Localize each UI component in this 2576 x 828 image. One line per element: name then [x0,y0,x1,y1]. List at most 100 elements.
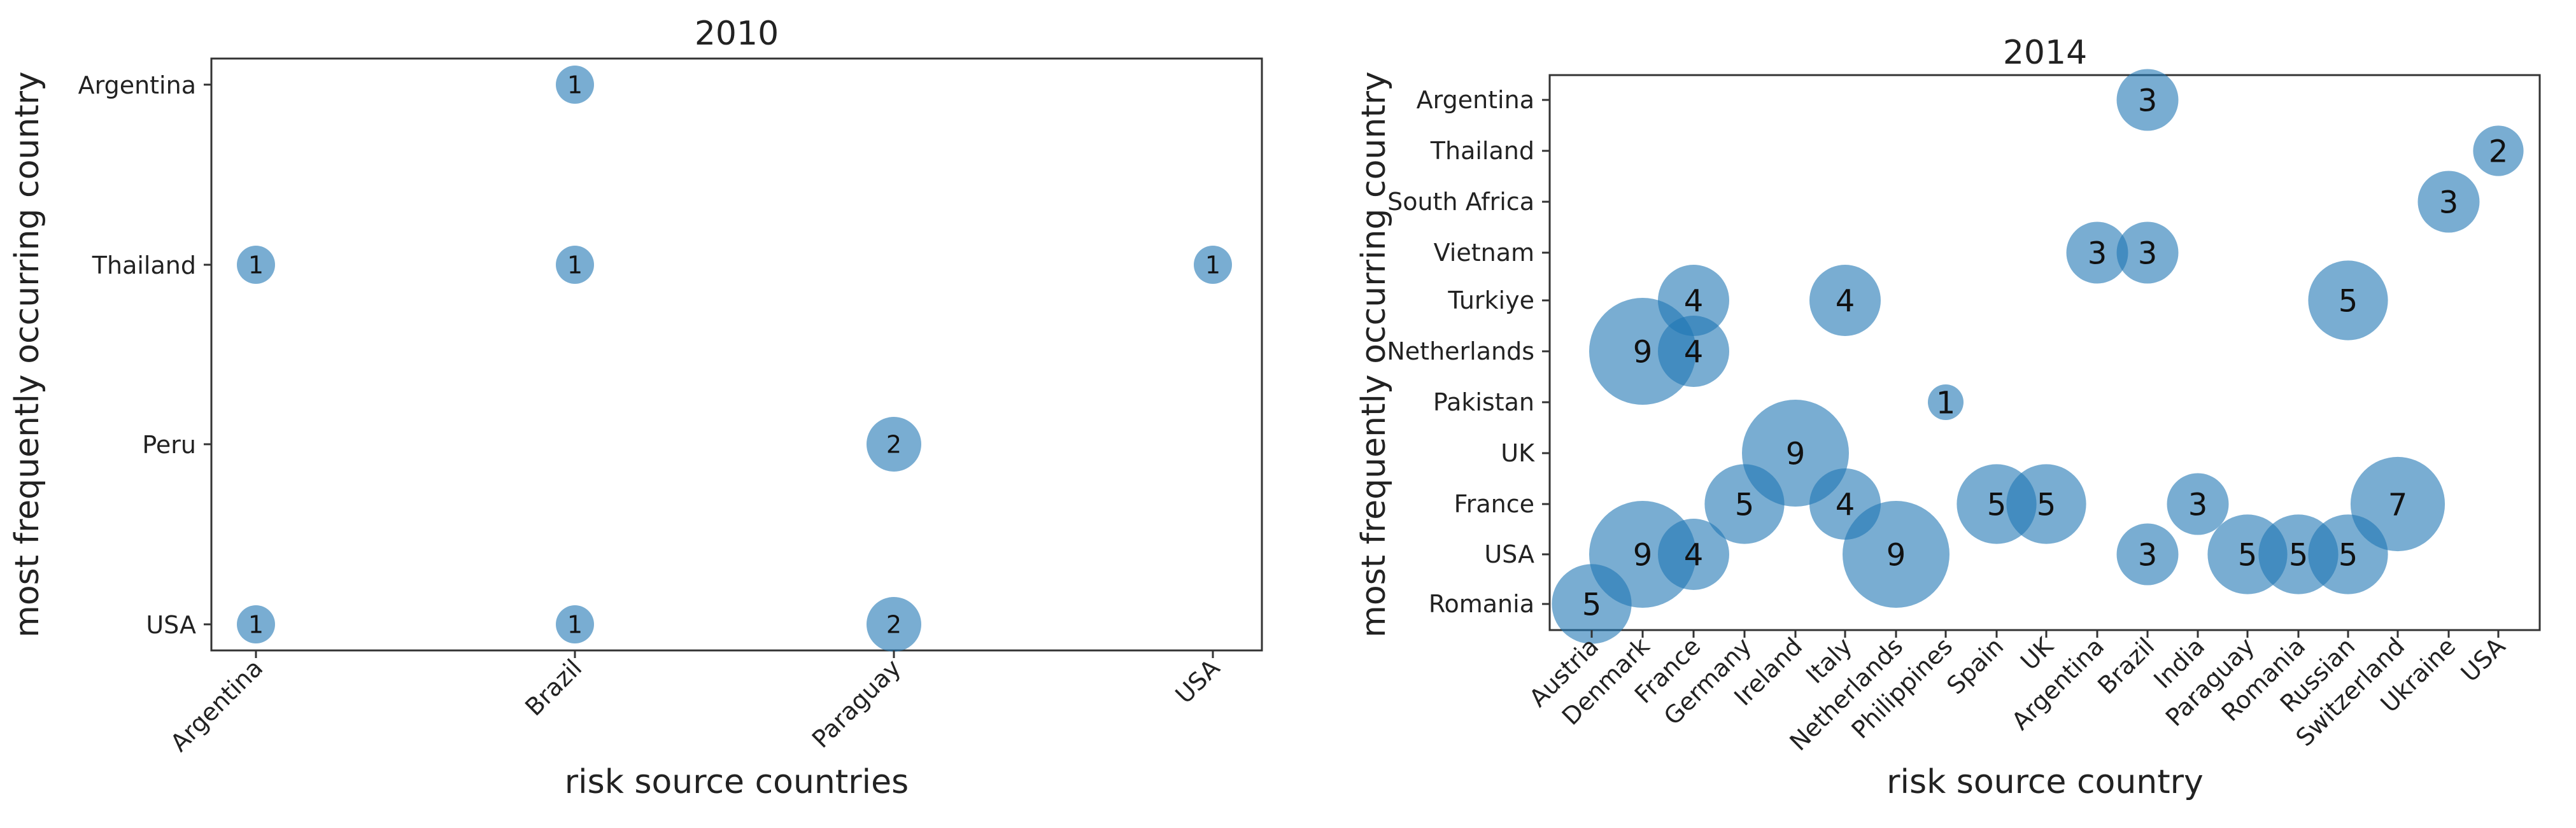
bubble-2014-1 [2473,125,2524,176]
bubble-label-2014-6: 4 [1836,283,1855,319]
bubble-2014-16 [2167,473,2229,535]
bubble-label-2010-5: 1 [248,611,264,639]
y-tick-label-vietnam: Vietnam [1434,239,1534,267]
bubble-label-2014-17: 7 [2388,487,2408,523]
bubble-2014-19 [1658,519,1729,590]
bubble-2014-0 [2116,69,2179,131]
bubble-label-2014-3: 3 [2088,235,2107,271]
bubble-2014-8 [1589,298,1696,405]
bubble-label-2014-2: 3 [2439,185,2459,220]
bubble-label-2014-24: 5 [2339,537,2358,573]
bubble-2010-0 [556,66,594,104]
y-tick-label-netherlands: Netherlands [1387,337,1534,365]
bubble-label-2014-20: 9 [1886,537,1906,573]
chart-2014-y-ticks: Argentina Thailand South Africa Vietnam … [1387,86,1550,618]
y-tick-label-thailand: Thailand [1430,137,1534,165]
y-tick-label-peru: Peru [142,431,196,459]
bubble-label-2014-21: 3 [2138,537,2158,573]
bubble-label-2010-0: 1 [567,71,583,99]
bubble-label-2014-1: 2 [2489,134,2509,169]
bubble-2010-1 [237,246,275,284]
bubble-label-2014-12: 5 [1735,487,1755,523]
bubble-label-2014-14: 5 [1987,487,2007,523]
bubble-2010-3 [1194,246,1232,284]
bubble-label-2010-2: 1 [567,251,583,279]
chart-2010-y-axis-label: most frequently occurring country [8,71,46,638]
x-tick-label-usa: USA [2456,632,2511,687]
bubble-label-2014-8: 9 [1633,334,1653,370]
bubble-2010-6 [556,605,594,643]
y-tick-label-france: France [1454,490,1534,518]
chart-2010-bubbles: 1 1 1 1 2 1 1 2 [237,66,1232,652]
bubble-label-2014-16: 3 [2188,487,2208,523]
bubble-label-2014-7: 5 [2339,283,2358,319]
bubble-label-2014-4: 3 [2138,235,2158,271]
x-tick-label-spain: Spain [1941,632,2009,699]
bubble-label-2010-3: 1 [1205,251,1221,279]
bubble-2014-25 [1552,564,1632,644]
x-tick-label-brazil: Brazil [520,654,587,721]
bubble-label-2010-6: 1 [567,611,583,639]
bubble-label-2014-9: 4 [1684,334,1704,370]
bubble-2010-5 [237,605,275,643]
chart-2010-x-ticks: Argentina Brazil Paraguay USA [165,650,1225,757]
y-tick-label-uk: UK [1501,439,1535,467]
x-tick-label-brazil: Brazil [2092,632,2160,699]
bubble-label-2014-5: 4 [1684,283,1704,319]
bubble-label-2014-25: 5 [1582,587,1602,622]
bubble-2014-6 [1809,265,1881,336]
chart-2010: 2010 1 1 1 1 2 1 1 2 Argentina Thailand Peru US… [8,15,1263,801]
y-tick-label-pakistan: Pakistan [1433,388,1534,416]
bubble-label-2014-15: 5 [2037,487,2056,523]
bubble-label-2014-19: 4 [1684,537,1704,573]
chart-2014-y-axis-label: most frequently occurring country [1355,71,1393,638]
bubble-2014-15 [2006,464,2086,544]
chart-2010-y-ticks: Argentina Thailand Peru USA [78,71,211,639]
y-tick-label-romania: Romania [1429,590,1534,618]
bubble-2014-12 [1704,464,1785,544]
y-tick-label-turkiye: Turkiye [1447,286,1534,314]
bubble-label-2014-0: 3 [2138,83,2158,118]
y-tick-label-south-africa: South Africa [1387,188,1534,216]
x-tick-label-argentina: Argentina [165,654,268,757]
y-tick-label-usa: USA [146,611,196,639]
bubble-2014-20 [1843,501,1950,608]
bubble-label-2014-23: 5 [2289,537,2309,573]
bubble-2014-3 [2066,221,2128,284]
bubble-label-2014-10: 1 [1936,385,1956,421]
bubble-2014-10 [1928,384,1964,420]
bubble-2010-7 [867,597,921,652]
bubble-2014-7 [2308,260,2388,340]
chart-2010-x-axis-label: risk source countries [565,763,909,801]
bubble-label-2010-4: 2 [886,431,902,459]
chart-2010-title: 2010 [695,15,779,53]
bubble-2014-4 [2116,221,2179,284]
bubble-2014-2 [2417,171,2480,233]
bubble-label-2010-1: 1 [248,251,264,279]
bubble-2010-4 [867,417,921,472]
chart-2014-plot-area [1548,74,2541,631]
bubble-2014-24 [2308,514,2388,594]
x-tick-label-usa: USA [1170,654,1226,709]
y-tick-label-argentina: Argentina [78,71,196,99]
x-tick-label-argentina: Argentina [2006,632,2109,735]
bubble-label-2014-18: 9 [1633,537,1653,573]
y-tick-label-argentina: Argentina [1417,86,1534,114]
chart-2010-plot-area [210,57,1263,652]
chart-2014-x-axis-label: risk source country [1886,763,2204,801]
bubble-2010-2 [556,246,594,284]
bubble-label-2010-7: 2 [886,611,902,639]
y-tick-label-thailand: Thailand [92,251,196,279]
x-tick-label-paraguay: Paraguay [807,654,907,754]
chart-2014-title: 2014 [2003,34,2087,72]
chart-2014-x-ticks: Austria Denmark France Germany Ireland I… [1524,630,2510,756]
bubble-2014-21 [2116,523,2179,586]
y-tick-label-usa: USA [1484,540,1534,568]
bubble-label-2014-22: 5 [2238,537,2258,573]
bubble-label-2014-13: 4 [1836,487,1855,523]
bubble-label-2014-11: 9 [1786,436,1806,472]
